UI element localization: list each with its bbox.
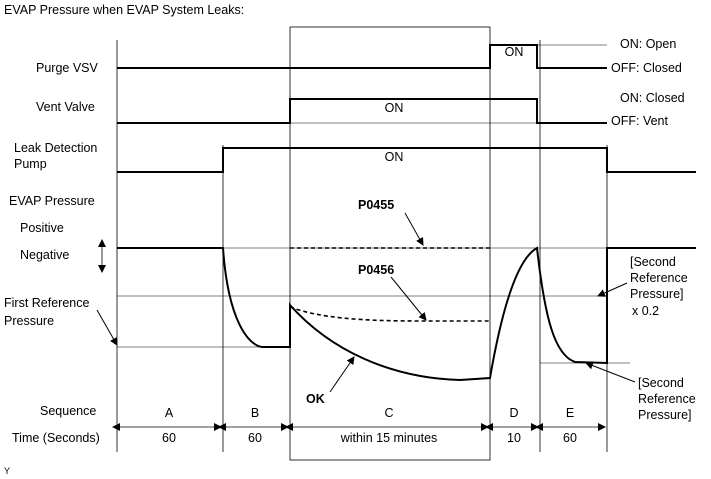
label-first-ref-1: First Reference [4,296,89,310]
second-ref-3: Pressure] [638,408,692,422]
purge-vsv-signal [117,44,607,69]
vent-valve-signal [117,98,607,124]
label-purge-vsv: Purge VSV [36,61,99,75]
label-evap-pressure: EVAP Pressure [9,194,95,208]
sequence-d: D [509,406,518,420]
sequence-e: E [566,406,574,420]
time-d: 10 [507,431,521,445]
sequence-b: B [251,406,259,420]
pump-signal [117,147,696,173]
second-ref-1: [Second [638,376,684,390]
label-negative: Negative [20,248,69,262]
annot-ok: OK [306,392,325,406]
time-e: 60 [563,431,577,445]
label-leak-pump-1: Leak Detection [14,141,97,155]
label-sequence: Sequence [40,404,96,418]
label-time: Time (Seconds) [12,431,100,445]
second-ref-2: Reference [638,392,696,406]
time-c: within 15 minutes [340,431,438,445]
evap-pressure-curve [117,246,696,382]
annot-p0456: P0456 [358,263,394,277]
second-ref-x02-4: x 0.2 [632,304,659,318]
state-purge-on: ON: Open [620,37,676,51]
state-vent-off: OFF: Vent [611,114,668,128]
state-purge-off: OFF: Closed [611,61,682,75]
phase-dividers [116,40,608,452]
sequence-a: A [165,406,174,420]
label-positive: Positive [20,221,64,235]
phase-c-box [289,26,491,461]
time-b: 60 [248,431,262,445]
diagram-title: EVAP Pressure when EVAP System Leaks: [4,3,244,17]
on-label-vent: ON [385,101,404,115]
on-label-pump: ON [385,150,404,164]
second-ref-x02-1: [Second [630,255,676,269]
label-vent-valve: Vent Valve [36,100,95,114]
on-label-purge: ON [505,45,524,59]
p0456-curve [289,306,490,322]
label-first-ref-2: Pressure [4,314,54,328]
second-ref-x02-3: Pressure] [630,287,684,301]
sequence-c: C [384,406,393,420]
footer-code: Y [4,466,10,476]
label-leak-pump-2: Pump [14,157,47,171]
leader-arrows [96,212,636,393]
annot-p0455: P0455 [358,198,394,212]
state-vent-on: ON: Closed [620,91,685,105]
second-ref-x02-2: Reference [630,271,688,285]
time-a: 60 [162,431,176,445]
